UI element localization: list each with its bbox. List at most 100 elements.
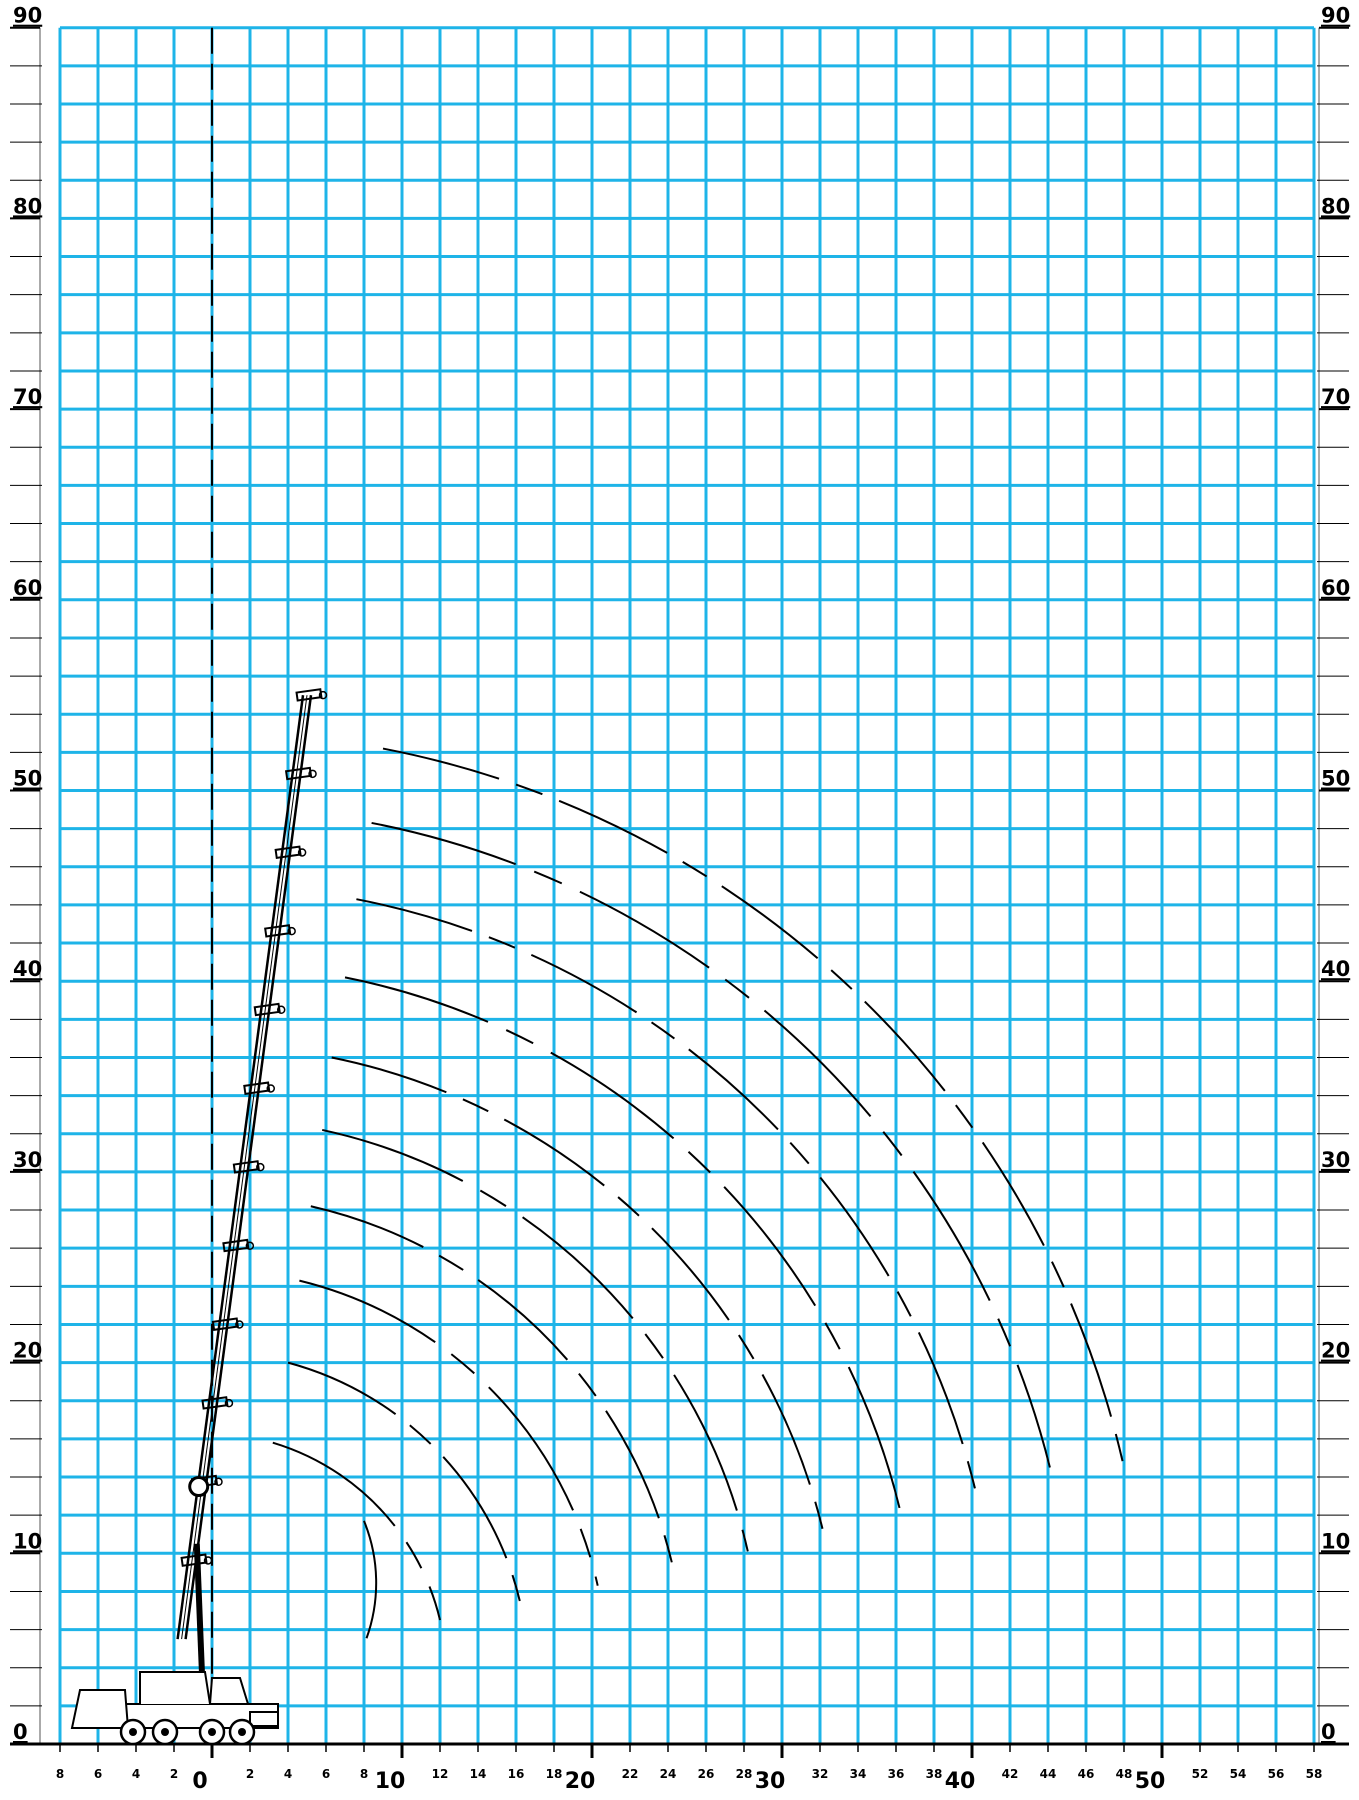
y-axis-label-left: 0 xyxy=(13,1720,28,1744)
x-axis: 8 6 4 2 2 4 6 8 12 14 16 18 22 24 26 28 32 34 36 38 42 44 46 48… xyxy=(56,1744,1323,1794)
driver-cab xyxy=(70,1689,130,1729)
range-arc xyxy=(272,1441,441,1621)
x-axis-minor-label: 2 xyxy=(246,1767,254,1781)
y-axis-label-right: 40 xyxy=(1321,957,1350,981)
boom-section-joint xyxy=(274,845,302,859)
y-axis-label-right: 90 xyxy=(1321,4,1350,28)
x-axis-minor-label: 6 xyxy=(322,1767,330,1781)
boom-section-joint xyxy=(232,1160,260,1174)
x-axis-minor-label: 16 xyxy=(508,1767,525,1781)
range-arc xyxy=(344,976,903,1518)
boom-pin xyxy=(276,1005,286,1015)
x-axis-minor-label: 48 xyxy=(1116,1767,1133,1781)
range-arc xyxy=(356,898,979,1501)
x-axis-minor-label: 6 xyxy=(94,1767,102,1781)
boom-pin xyxy=(235,1320,244,1329)
range-arc xyxy=(310,1205,675,1571)
crane-carrier xyxy=(70,1671,279,1746)
y-axis-label-left: 60 xyxy=(13,576,42,600)
x-axis-minor-label: 26 xyxy=(698,1767,715,1781)
x-axis-minor-label: 38 xyxy=(926,1767,943,1781)
x-axis-minor-label: 4 xyxy=(132,1767,140,1781)
y-axis-label-left: 50 xyxy=(13,767,42,791)
superstructure xyxy=(139,1671,211,1705)
crane-cab xyxy=(208,1677,250,1705)
y-axis-label-left: 10 xyxy=(13,1529,42,1553)
y-axis-label-left: 40 xyxy=(13,957,42,981)
y-axis-label-right: 0 xyxy=(1321,1720,1336,1744)
x-axis-minor-label: 44 xyxy=(1040,1767,1057,1781)
range-arc xyxy=(331,1056,825,1535)
boom-pin xyxy=(245,1241,255,1251)
x-axis-major-label: 50 xyxy=(1135,1769,1166,1794)
y-axis-label-left: 80 xyxy=(13,194,42,218)
y-axis-label-left: 20 xyxy=(13,1339,42,1363)
crane-boom xyxy=(176,688,328,1687)
range-arc xyxy=(321,1128,749,1552)
wheel-hub xyxy=(129,1728,137,1736)
x-axis-minor-label: 32 xyxy=(812,1767,829,1781)
boom-section-joint xyxy=(264,924,292,938)
y-axis-label-left: 90 xyxy=(13,4,42,28)
boom-section-joint xyxy=(222,1238,250,1253)
y-axis-label-right: 30 xyxy=(1321,1148,1350,1172)
range-arc xyxy=(363,1520,378,1646)
boom-pin xyxy=(256,1162,265,1172)
grid xyxy=(58,26,1316,1746)
x-axis-minor-label: 54 xyxy=(1230,1767,1247,1781)
boom-pin xyxy=(308,769,317,779)
wheel-hub xyxy=(208,1728,216,1736)
boom-section-joint xyxy=(180,1553,208,1567)
counterweight xyxy=(249,1711,279,1727)
boom-pin xyxy=(287,926,296,936)
x-axis-major-label: 0 xyxy=(192,1769,207,1794)
y-axis-label-left: 70 xyxy=(13,385,42,409)
y-axis-label-right: 20 xyxy=(1321,1339,1350,1363)
boom-section-joint xyxy=(295,688,323,702)
range-arc xyxy=(371,821,1051,1468)
boom-section-joint xyxy=(211,1317,239,1331)
x-axis-minor-label: 22 xyxy=(622,1767,639,1781)
x-axis-minor-label: 34 xyxy=(850,1767,867,1781)
x-axis-minor-label: 28 xyxy=(736,1767,753,1781)
x-axis-minor-label: 4 xyxy=(284,1767,292,1781)
y-axis-label-right: 80 xyxy=(1321,194,1350,218)
boom-pin xyxy=(266,1084,275,1093)
boom-pin xyxy=(318,690,328,700)
boom-pin xyxy=(203,1556,213,1565)
wheel-hub xyxy=(161,1728,169,1736)
x-axis-minor-label: 18 xyxy=(546,1767,563,1781)
x-axis-minor-label: 52 xyxy=(1192,1767,1209,1781)
luffing-cylinder xyxy=(193,1543,206,1687)
boom-section-joint xyxy=(253,1002,281,1017)
x-axis-minor-label: 8 xyxy=(360,1767,368,1781)
x-axis-minor-label: 42 xyxy=(1002,1767,1019,1781)
range-arc xyxy=(382,747,1125,1468)
boom-pin xyxy=(224,1398,234,1408)
boom-section-joint xyxy=(284,766,313,781)
boom-pin xyxy=(214,1477,223,1487)
x-axis-major-label: 40 xyxy=(945,1769,976,1794)
range-arcs xyxy=(272,747,1125,1646)
range-arc xyxy=(287,1361,521,1602)
boom-pin xyxy=(297,848,307,857)
x-axis-minor-label: 58 xyxy=(1306,1767,1323,1781)
range-arc xyxy=(299,1279,599,1586)
y-axis-label-right: 60 xyxy=(1321,576,1350,600)
x-axis-minor-label: 56 xyxy=(1268,1767,1285,1781)
boom-section-joint xyxy=(243,1081,271,1095)
x-axis-minor-label: 2 xyxy=(170,1767,178,1781)
boom-chord xyxy=(184,694,313,1640)
wheel-hub xyxy=(238,1728,246,1736)
x-axis-major-label: 10 xyxy=(375,1769,406,1794)
x-axis-minor-label: 14 xyxy=(470,1767,487,1781)
y-axis-label-left: 30 xyxy=(13,1148,42,1172)
x-axis-minor-label: 46 xyxy=(1078,1767,1095,1781)
x-axis-minor-label: 24 xyxy=(660,1767,677,1781)
boom-chord xyxy=(176,694,305,1640)
frame xyxy=(10,26,1349,1746)
y-axis-label-right: 70 xyxy=(1321,385,1350,409)
boom-section-joint xyxy=(201,1396,229,1410)
